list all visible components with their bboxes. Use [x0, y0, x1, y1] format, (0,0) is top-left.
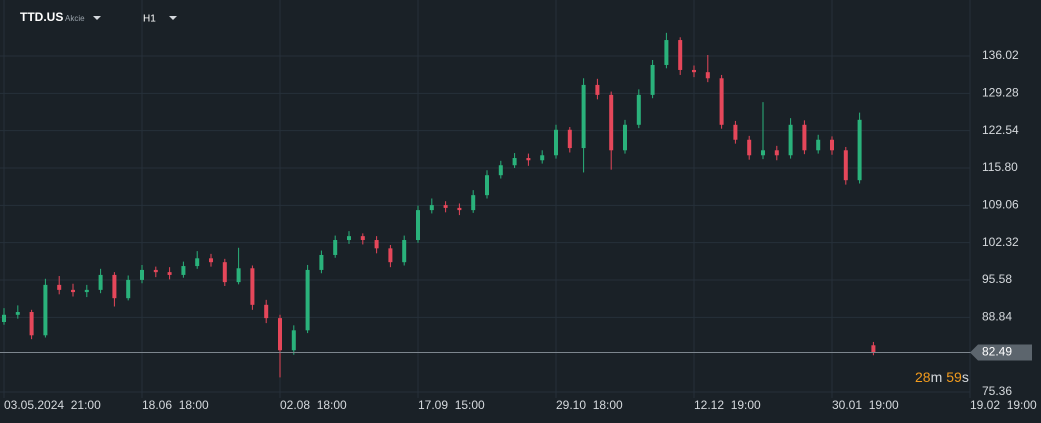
candle-body: [678, 40, 683, 70]
candle-body: [636, 94, 641, 125]
dropdown-arrow[interactable]: [93, 16, 101, 20]
candle-body: [236, 268, 241, 283]
candle-body: [360, 236, 365, 241]
symbol[interactable]: TTD.US: [20, 10, 63, 24]
candle-body: [429, 205, 434, 211]
candle-body: [195, 258, 200, 267]
candle-body: [512, 158, 517, 166]
x-tick-label: 03.05.2024 21:00: [4, 398, 101, 412]
y-tick-label: 88.84: [982, 310, 1012, 324]
candle-body: [319, 254, 324, 270]
candle-body: [333, 240, 338, 255]
countdown-unit: s: [962, 369, 969, 385]
y-tick-label: 75.36: [982, 384, 1012, 398]
candle-body: [181, 266, 186, 275]
candle-body: [402, 240, 407, 263]
countdown: 28m 59s: [915, 369, 969, 385]
current-price-label: 82.49: [982, 345, 1012, 359]
candle-body: [71, 289, 75, 293]
y-tick-label: 136.02: [982, 48, 1019, 62]
candle-body: [581, 84, 586, 149]
candle-body: [15, 312, 20, 315]
candle-body: [830, 139, 834, 151]
candle-body: [664, 40, 669, 65]
candle-body: [526, 158, 531, 161]
candle-body: [140, 269, 144, 280]
asset-class: Akcie: [65, 14, 85, 23]
countdown-seconds: 59: [946, 369, 962, 385]
y-tick-label: 115.80: [982, 160, 1018, 174]
candle-body: [443, 205, 448, 208]
candle-body: [747, 139, 752, 156]
candle-body: [471, 195, 476, 211]
countdown-unit: m: [931, 369, 943, 385]
candle-body: [29, 312, 34, 336]
candle-body: [209, 258, 213, 263]
candle-body: [650, 64, 655, 95]
candle-body: [388, 248, 393, 263]
candle-body: [788, 124, 793, 156]
candle-body: [692, 69, 696, 73]
candle-body: [305, 269, 310, 331]
x-tick-label: 17.09 15:00: [418, 398, 485, 412]
candle-body: [291, 330, 296, 351]
candle-body: [457, 207, 462, 211]
candle-body: [374, 240, 379, 249]
grid: [0, 0, 971, 398]
candle-body: [112, 274, 117, 299]
candle-body: [540, 155, 545, 161]
candle-body: [167, 272, 172, 275]
candle-body: [264, 304, 269, 319]
candle-body: [871, 345, 876, 353]
candle-body: [816, 139, 821, 151]
toolbar[interactable]: TTD.US Akcie H1: [20, 10, 177, 25]
candle-body: [153, 269, 158, 273]
candle-body: [567, 129, 572, 149]
plot: [2, 32, 876, 378]
candle-body: [733, 124, 738, 140]
x-tick-label: 19.02 19:00: [970, 398, 1037, 412]
candle-body: [2, 314, 6, 323]
candle-body: [84, 289, 89, 293]
candle-body: [719, 78, 724, 125]
y-tick-label: 95.58: [982, 272, 1012, 286]
candle-body: [498, 165, 503, 176]
dropdown-arrow[interactable]: [169, 16, 177, 20]
candle-body: [761, 150, 765, 156]
candle-body: [57, 284, 62, 290]
timeframe[interactable]: H1: [143, 14, 156, 25]
y-tick-label: 122.54: [982, 123, 1019, 137]
candle-body: [250, 268, 255, 305]
candle-body: [278, 318, 282, 351]
candle-body: [98, 274, 103, 290]
y-tick-label: 129.28: [982, 86, 1019, 100]
candle-body: [857, 119, 862, 181]
x-tick-label: 29.10 18:00: [556, 398, 623, 412]
y-tick-label: 109.06: [982, 198, 1019, 212]
candle-body: [485, 175, 489, 196]
candle-body: [609, 94, 614, 151]
candle-body: [347, 236, 351, 241]
candle-body: [595, 84, 600, 95]
countdown-minutes: 28: [915, 369, 931, 385]
candle-body: [222, 262, 227, 283]
candle-body: [843, 150, 848, 181]
current-price-tag: [970, 344, 1032, 361]
x-tick-label: 02.08 18:00: [280, 398, 347, 412]
candle-body: [802, 124, 807, 151]
candle-body: [416, 210, 420, 241]
candle-body: [554, 129, 558, 156]
y-tick-label: 102.32: [982, 235, 1019, 249]
x-tick-label: 30.01 19:00: [832, 398, 899, 412]
candle-body: [623, 124, 627, 151]
candle-body: [705, 72, 710, 79]
candle-body: [774, 150, 779, 156]
candle-body: [43, 284, 48, 336]
candle-body: [126, 279, 131, 299]
x-tick-label: 18.06 18:00: [142, 398, 209, 412]
x-tick-label: 12.12 19:00: [694, 398, 761, 412]
